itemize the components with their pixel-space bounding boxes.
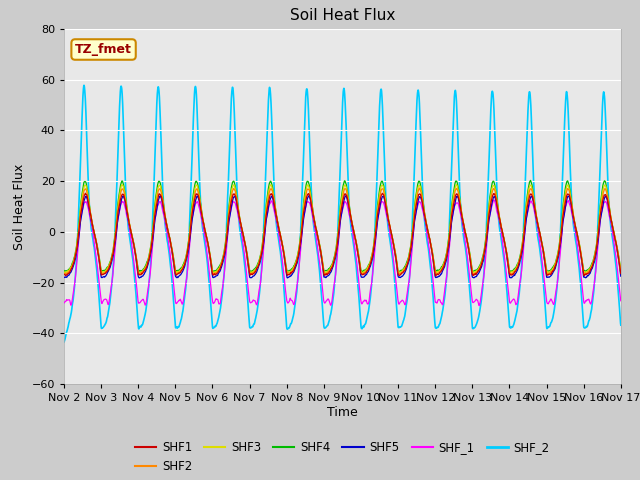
SHF3 [617, 268, 625, 274]
Line: SHF2: SHF2 [64, 188, 621, 274]
SHF_2 [436, 318, 444, 324]
SHF1 [617, 271, 625, 276]
SHF5 [60, 275, 68, 280]
SHF4 [60, 268, 68, 274]
SHF4 [527, 178, 534, 183]
SHF3 [61, 270, 68, 276]
SHF_1 [617, 298, 625, 304]
Line: SHF_2: SHF_2 [64, 85, 621, 342]
SHF_2 [616, 315, 624, 321]
SHF4 [160, 205, 168, 211]
SHF_1 [467, 288, 475, 293]
SHF_2 [60, 339, 68, 345]
SHF2 [499, 232, 507, 238]
SHF_1 [60, 300, 68, 306]
Line: SHF1: SHF1 [64, 193, 621, 276]
SHF5 [468, 266, 476, 272]
SHF3 [468, 263, 476, 268]
SHF_2 [467, 309, 475, 314]
SHF5 [136, 275, 143, 281]
Legend: SHF1, SHF2, SHF3, SHF4, SHF5, SHF_1, SHF_2: SHF1, SHF2, SHF3, SHF4, SHF5, SHF_1, SHF… [130, 436, 555, 478]
SHF2 [60, 271, 68, 276]
SHF5 [161, 210, 168, 216]
SHF1 [322, 272, 330, 277]
SHF2 [436, 268, 444, 274]
SHF_1 [476, 303, 483, 309]
SHF5 [322, 275, 330, 280]
SHF3 [436, 267, 444, 273]
SHF1 [81, 191, 89, 196]
SHF_2 [161, 211, 168, 216]
SHF5 [616, 270, 624, 276]
SHF5 [617, 273, 625, 279]
SHF2 [396, 271, 404, 277]
SHF1 [616, 267, 624, 273]
Line: SHF4: SHF4 [64, 180, 621, 272]
SHF2 [415, 185, 423, 191]
SHF_2 [617, 322, 625, 328]
SHF5 [436, 272, 444, 277]
SHF4 [396, 269, 403, 275]
SHF4 [616, 264, 624, 270]
SHF5 [499, 233, 507, 239]
SHF_1 [436, 299, 444, 304]
SHF_1 [322, 299, 330, 305]
SHF1 [468, 264, 476, 270]
SHF_2 [322, 324, 330, 330]
SHF2 [160, 206, 168, 212]
SHF_1 [490, 197, 498, 203]
SHF4 [467, 261, 475, 266]
SHF_1 [616, 294, 624, 300]
SHF2 [617, 270, 625, 276]
SHF4 [322, 267, 330, 273]
SHF4 [499, 231, 507, 237]
SHF_1 [160, 214, 168, 219]
SHF3 [60, 269, 68, 275]
SHF1 [161, 209, 168, 215]
SHF2 [468, 263, 476, 269]
SHF3 [616, 265, 624, 271]
X-axis label: Time: Time [327, 406, 358, 419]
Line: SHF5: SHF5 [64, 196, 621, 278]
Line: SHF_1: SHF_1 [64, 200, 621, 306]
Title: Soil Heat Flux: Soil Heat Flux [290, 9, 395, 24]
SHF_2 [80, 83, 88, 88]
SHF1 [436, 269, 444, 275]
SHF2 [322, 271, 330, 276]
SHF2 [616, 266, 624, 272]
SHF3 [161, 206, 168, 212]
SHF3 [499, 231, 507, 237]
SHF_2 [499, 248, 507, 254]
SHF3 [322, 269, 330, 275]
SHF3 [452, 182, 460, 188]
Y-axis label: Soil Heat Flux: Soil Heat Flux [13, 163, 26, 250]
SHF1 [499, 232, 507, 238]
SHF4 [617, 267, 625, 273]
Line: SHF3: SHF3 [64, 185, 621, 273]
SHF_1 [499, 242, 507, 248]
SHF4 [436, 266, 444, 272]
SHF5 [342, 193, 349, 199]
SHF1 [432, 273, 440, 279]
SHF1 [60, 272, 68, 277]
Text: TZ_fmet: TZ_fmet [75, 43, 132, 56]
